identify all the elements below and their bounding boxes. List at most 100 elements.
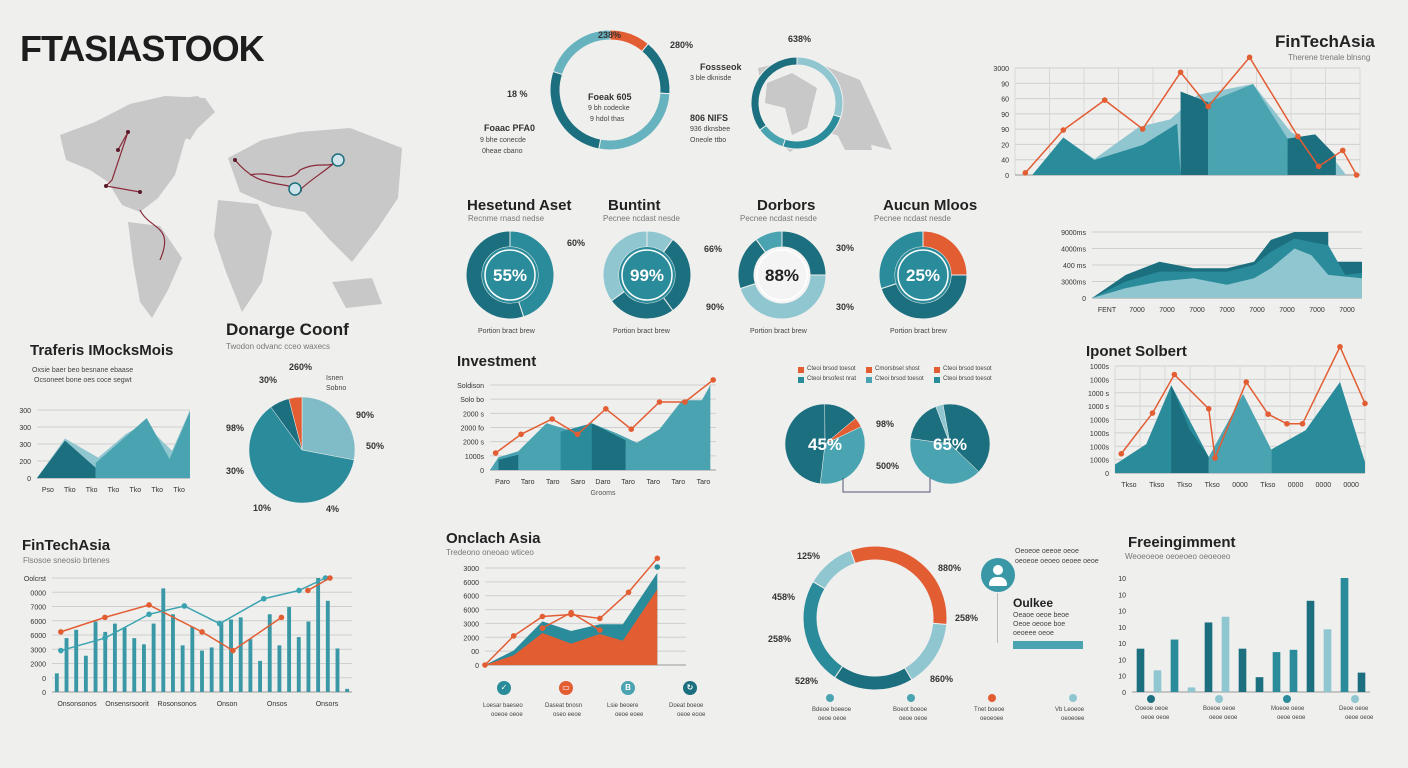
route-line [249, 159, 341, 178]
y-tick-label: 0 [1005, 173, 1009, 180]
legend-sub: oeoe oeoe [818, 716, 847, 722]
y-tick-label: Solo bo [460, 397, 484, 404]
bar [122, 627, 127, 692]
y-tick-label: Oolcrst [24, 576, 46, 583]
profile-line: oeoeee oeoe [1013, 630, 1054, 637]
icon-caption: ooeoe oeoe [491, 712, 523, 718]
data-point [296, 587, 302, 594]
bar [161, 588, 166, 692]
bar [296, 637, 301, 692]
pie-slice [552, 29, 611, 76]
area-series [591, 423, 626, 470]
legend-dot [907, 694, 915, 702]
data-point [539, 613, 546, 620]
bar [93, 621, 98, 692]
legend-dot [1351, 695, 1359, 703]
top-donut-label: 238% [598, 30, 622, 40]
y-tick-label: 90 [1001, 112, 1009, 119]
top-donut-label: 18 % [507, 89, 528, 99]
legend-label: Moeoe oeoe [1271, 706, 1305, 712]
connector-line [842, 478, 931, 493]
y-tick-label: 0 [1122, 690, 1126, 697]
donut-caption: Portion bract brew [890, 328, 947, 335]
data-point [539, 625, 546, 631]
legend-swatch [934, 377, 940, 383]
donut_25-chart: 25% [878, 230, 968, 320]
map-landmass [128, 222, 182, 318]
y-tick-label: 1000s [1090, 431, 1110, 438]
y-tick-label: 6000 [30, 619, 46, 626]
check-icon: ✓ [497, 681, 511, 695]
donut-subtitle: Pecnee ncdast nesde [603, 214, 680, 223]
area-series [560, 423, 592, 470]
legend-label: Cteoi brsod toesot [807, 366, 856, 372]
y-tick-label: 40 [1001, 158, 1009, 165]
x-tick-label: Tko [130, 487, 142, 494]
pie-label: 98% [876, 419, 895, 429]
bar [1357, 672, 1366, 692]
legend-sub: oeoe oeoe [1209, 715, 1238, 721]
data-point [1295, 133, 1301, 140]
y-tick-label: 2000 s [463, 411, 485, 418]
x-tick-label: Paro [495, 479, 510, 486]
legend-dot [1147, 695, 1155, 703]
data-point [682, 399, 688, 405]
y-tick-label: 0 [42, 676, 46, 683]
traferis-note: Ocsoneet bone oes coce segwt [34, 377, 132, 384]
ring_big-chart [802, 545, 948, 691]
donut-subtitle: Pecnee ncdast nesde [874, 214, 951, 223]
x-tick-label: Tko [86, 487, 98, 494]
bar [258, 660, 262, 692]
freeing-chart: 0 10 10 10 10 10 10 10 [1118, 576, 1370, 697]
x-tick-label: Onsors [316, 701, 339, 708]
profile-line: Oeaoe oeoe beoe [1013, 612, 1070, 619]
legend-label: Vb Leoeoe [1055, 707, 1085, 713]
y-tick-label: 00 [471, 649, 479, 656]
donut-label: 60% [567, 238, 586, 248]
icon-caption: Lsie beoere [607, 703, 639, 709]
y-tick-label: 2000 [463, 635, 479, 642]
donut_55-chart: 55% [465, 230, 555, 320]
ring-label: 860% [930, 674, 954, 684]
top-donut-center: 9 hdol thas [590, 116, 625, 123]
area-series [485, 589, 658, 665]
x-tick-label: Taro [546, 479, 560, 486]
globe-note: 936 dknsbee [690, 126, 731, 133]
data-point [58, 629, 64, 635]
x-tick-label: Onsonsonos [57, 701, 97, 708]
data-point [597, 627, 603, 633]
data-point [1284, 420, 1290, 427]
bar [1136, 648, 1145, 692]
y-tick-label: 3000 [30, 647, 46, 654]
fintech_top-chart: 0 40 20 90 90 60 90 3000 [993, 54, 1361, 180]
x-tick-label: 7000 [1129, 307, 1145, 314]
bar [238, 617, 243, 692]
x-tick-label: Taro [521, 479, 535, 486]
legend-sub: oeoe oeoe [899, 716, 928, 722]
bar [287, 607, 292, 692]
x-tick-label: 0000 [1232, 482, 1248, 489]
icon-caption: Daseat bnosn [545, 703, 583, 709]
bar [229, 619, 233, 692]
bar [1238, 648, 1247, 692]
icon-caption: Loesar baeseo [483, 703, 523, 709]
map-landmass [228, 128, 402, 262]
x-tick-label: 7000 [1279, 307, 1295, 314]
pie-value-label: 45% [808, 435, 842, 454]
pie-value-label: 55% [493, 266, 527, 285]
bar [1170, 639, 1179, 692]
y-tick-label: 90 [1001, 81, 1009, 88]
data-point [146, 602, 152, 608]
area-series [1287, 134, 1336, 175]
icon-caption: oeoe eoee [615, 712, 644, 718]
x-tick-label: 7000 [1159, 307, 1175, 314]
data-point [1149, 410, 1156, 416]
y-tick-label: 1000s [1090, 364, 1110, 371]
bar [1272, 652, 1281, 692]
pie-slice [935, 404, 951, 445]
data-point [1339, 147, 1346, 154]
ring-label: 258% [955, 613, 979, 623]
y-tick-label: 10 [1118, 641, 1126, 648]
map-landmass [835, 128, 872, 150]
data-point [549, 416, 555, 422]
